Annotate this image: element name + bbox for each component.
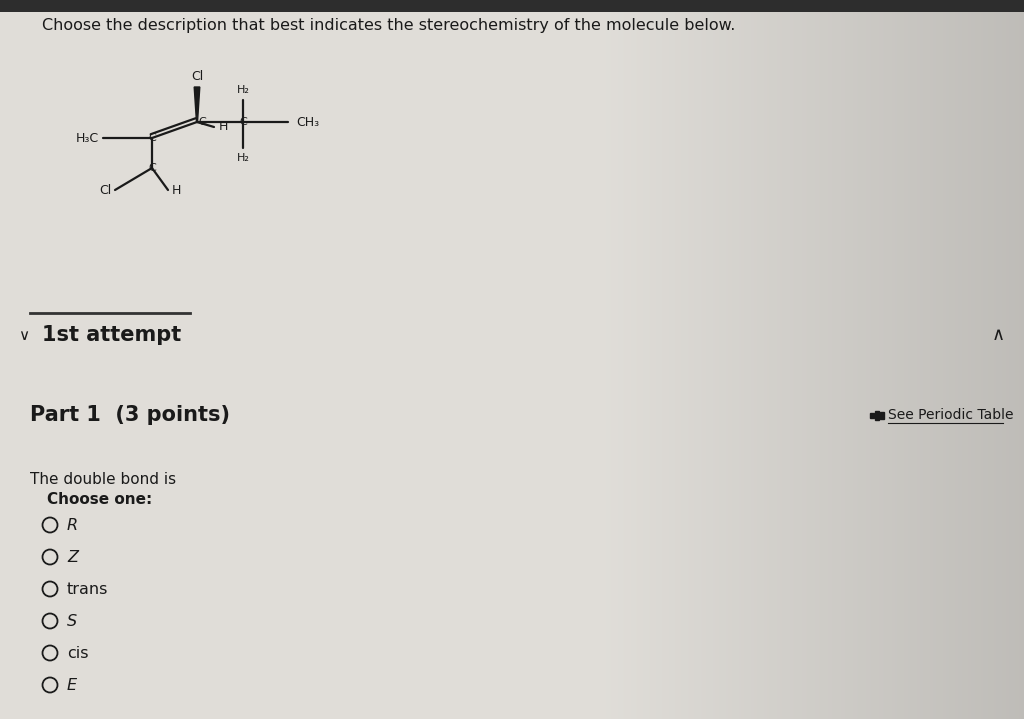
Text: cis: cis: [67, 646, 88, 661]
Bar: [874, 411, 879, 419]
Text: trans: trans: [67, 582, 109, 597]
Text: 1st attempt: 1st attempt: [42, 325, 181, 345]
Bar: [880, 411, 884, 418]
Text: S: S: [67, 613, 77, 628]
Text: H: H: [172, 183, 181, 196]
Text: Cl: Cl: [190, 70, 203, 83]
Text: C: C: [198, 117, 206, 127]
Text: CH₃: CH₃: [296, 116, 319, 129]
Text: C: C: [148, 133, 156, 143]
Text: E: E: [67, 677, 77, 692]
Text: Choose one:: Choose one:: [47, 493, 153, 508]
Text: R: R: [67, 518, 78, 533]
Text: Cl: Cl: [98, 183, 111, 196]
Text: C: C: [240, 117, 247, 127]
Bar: [870, 413, 873, 418]
Text: C: C: [148, 163, 156, 173]
Text: ∧: ∧: [992, 326, 1005, 344]
Text: Z: Z: [67, 549, 78, 564]
Text: Part 1  (3 points): Part 1 (3 points): [30, 405, 230, 425]
Polygon shape: [195, 87, 200, 122]
Text: Choose the description that best indicates the stereochemistry of the molecule b: Choose the description that best indicat…: [42, 18, 735, 33]
Text: H₂: H₂: [237, 153, 250, 163]
Text: H₃C: H₃C: [76, 132, 99, 145]
Text: H₂: H₂: [237, 85, 250, 95]
Text: See Periodic Table: See Periodic Table: [888, 408, 1014, 422]
Text: H: H: [219, 121, 228, 134]
Text: The double bond is: The double bond is: [30, 472, 176, 487]
Text: ∨: ∨: [18, 327, 29, 342]
